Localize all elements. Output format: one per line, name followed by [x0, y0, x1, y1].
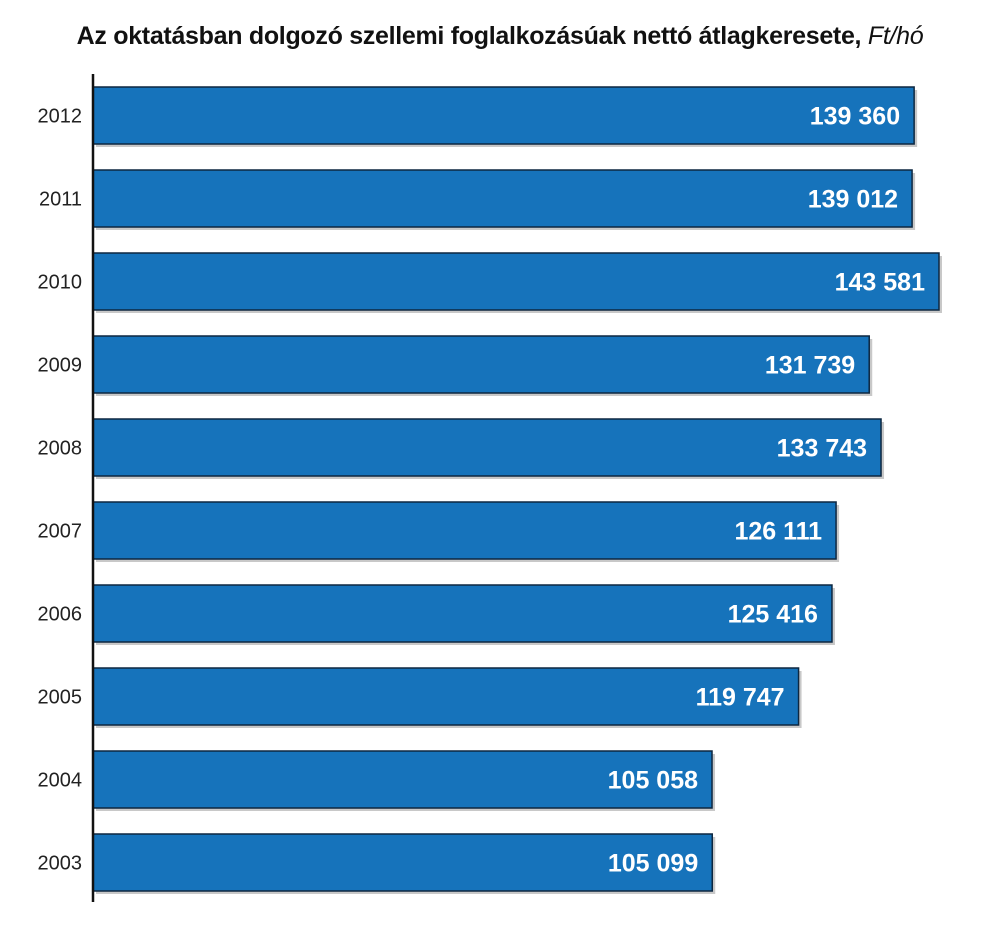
chart-title-main: Az oktatásban dolgozó szellemi foglalkoz… [76, 22, 862, 50]
bar-2006 [92, 584, 833, 643]
value-label-2004: 105 058 [608, 767, 698, 795]
year-label-2009: 2009 [38, 355, 83, 377]
year-label-2012: 2012 [38, 106, 83, 128]
bar-2012 [92, 86, 915, 145]
bar-2007 [92, 501, 837, 560]
value-label-2011: 139 012 [808, 186, 898, 214]
bar-2003 [92, 833, 714, 892]
value-label-2010: 143 581 [835, 269, 925, 297]
labels-layer: 2012 139 360 2011 139 012 2010 143 581 2009 131… [38, 103, 926, 878]
value-label-2006: 125 416 [728, 601, 818, 629]
chart-title: Az oktatásban dolgozó szellemi foglalkoz… [0, 22, 1000, 51]
value-label-2009: 131 739 [765, 352, 855, 380]
year-label-2008: 2008 [38, 438, 83, 460]
bar-2010 [92, 252, 940, 311]
year-label-2011: 2011 [39, 189, 82, 211]
value-label-2008: 133 743 [777, 435, 867, 463]
bars-layer [92, 86, 942, 894]
value-label-2007: 126 111 [734, 518, 822, 546]
year-label-2004: 2004 [38, 770, 83, 792]
bar-2011 [92, 169, 913, 228]
year-label-2006: 2006 [38, 604, 83, 626]
year-label-2003: 2003 [38, 853, 83, 875]
year-label-2007: 2007 [38, 521, 83, 543]
chart-title-unit: Ft/hó [867, 22, 924, 50]
value-label-2003: 105 099 [608, 850, 698, 878]
bar-2009 [92, 335, 870, 394]
value-label-2005: 119 747 [696, 684, 785, 712]
year-label-2005: 2005 [38, 687, 83, 709]
value-label-2012: 139 360 [810, 103, 900, 131]
bar-2005 [92, 667, 800, 726]
bar-2004 [92, 750, 713, 809]
year-label-2010: 2010 [38, 272, 83, 294]
bar-2008 [92, 418, 882, 477]
